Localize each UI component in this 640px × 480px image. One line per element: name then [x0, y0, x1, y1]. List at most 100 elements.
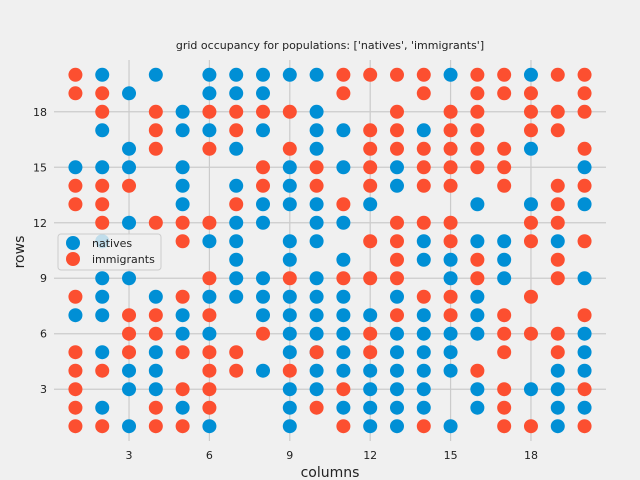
point-natives [336, 308, 351, 323]
point-natives [282, 308, 297, 323]
point-immigrants [175, 345, 190, 360]
point-natives [416, 123, 431, 138]
point-immigrants [389, 67, 404, 82]
point-immigrants [309, 345, 324, 360]
point-immigrants [363, 234, 378, 249]
point-immigrants [148, 215, 163, 230]
point-natives [282, 197, 297, 212]
point-immigrants [470, 141, 485, 156]
point-natives [229, 67, 244, 82]
point-natives [523, 67, 538, 82]
point-natives [122, 382, 137, 397]
point-natives [175, 160, 190, 175]
point-natives [256, 308, 271, 323]
point-immigrants [577, 104, 592, 119]
series-immigrants [68, 67, 592, 434]
point-immigrants [497, 141, 512, 156]
point-immigrants [470, 363, 485, 378]
point-immigrants [282, 104, 297, 119]
point-natives [282, 345, 297, 360]
point-immigrants [202, 141, 217, 156]
point-immigrants [122, 308, 137, 323]
point-natives [389, 419, 404, 434]
point-immigrants [363, 67, 378, 82]
point-immigrants [282, 271, 297, 286]
point-natives [363, 419, 378, 434]
point-immigrants [175, 382, 190, 397]
point-natives [68, 308, 83, 323]
point-natives [175, 197, 190, 212]
point-immigrants [95, 178, 110, 193]
point-immigrants [148, 326, 163, 341]
point-natives [122, 419, 137, 434]
point-immigrants [336, 197, 351, 212]
chart-title: grid occupancy for populations: ['native… [176, 39, 484, 52]
point-immigrants [523, 104, 538, 119]
point-natives [309, 141, 324, 156]
point-immigrants [68, 289, 83, 304]
point-immigrants [148, 308, 163, 323]
point-natives [122, 215, 137, 230]
point-immigrants [416, 160, 431, 175]
point-immigrants [523, 419, 538, 434]
point-natives [550, 363, 565, 378]
point-immigrants [497, 382, 512, 397]
point-immigrants [148, 123, 163, 138]
point-immigrants [202, 382, 217, 397]
point-immigrants [443, 308, 458, 323]
point-natives [309, 67, 324, 82]
point-immigrants [336, 67, 351, 82]
point-natives [416, 382, 431, 397]
point-immigrants [550, 178, 565, 193]
legend-label-natives: natives [92, 237, 132, 250]
point-natives [443, 271, 458, 286]
point-immigrants [336, 419, 351, 434]
point-immigrants [336, 271, 351, 286]
point-natives [256, 67, 271, 82]
point-immigrants [229, 363, 244, 378]
point-natives [282, 382, 297, 397]
y-tick-label: 3 [40, 383, 47, 396]
point-natives [389, 400, 404, 415]
point-natives [122, 86, 137, 101]
point-natives [389, 345, 404, 360]
point-natives [309, 234, 324, 249]
point-natives [229, 252, 244, 267]
point-natives [256, 271, 271, 286]
point-immigrants [523, 123, 538, 138]
point-immigrants [68, 345, 83, 360]
point-immigrants [523, 234, 538, 249]
point-natives [202, 326, 217, 341]
legend-marker-natives [66, 236, 80, 250]
point-natives [443, 326, 458, 341]
point-natives [229, 289, 244, 304]
point-immigrants [443, 289, 458, 304]
point-natives [256, 123, 271, 138]
point-immigrants [202, 400, 217, 415]
point-natives [523, 197, 538, 212]
point-immigrants [202, 363, 217, 378]
point-natives [416, 400, 431, 415]
point-natives [389, 178, 404, 193]
point-immigrants [68, 363, 83, 378]
point-immigrants [95, 104, 110, 119]
point-immigrants [550, 271, 565, 286]
point-natives [470, 197, 485, 212]
point-immigrants [95, 86, 110, 101]
point-natives [416, 326, 431, 341]
series-natives [68, 67, 592, 434]
point-natives [282, 326, 297, 341]
x-tick-label: 12 [363, 449, 377, 462]
point-natives [95, 271, 110, 286]
x-tick-label: 9 [286, 449, 293, 462]
point-immigrants [256, 326, 271, 341]
x-tick-label: 6 [206, 449, 213, 462]
point-natives [336, 363, 351, 378]
point-natives [416, 252, 431, 267]
point-natives [148, 363, 163, 378]
point-natives [256, 215, 271, 230]
point-natives [175, 400, 190, 415]
point-natives [202, 289, 217, 304]
point-natives [443, 252, 458, 267]
